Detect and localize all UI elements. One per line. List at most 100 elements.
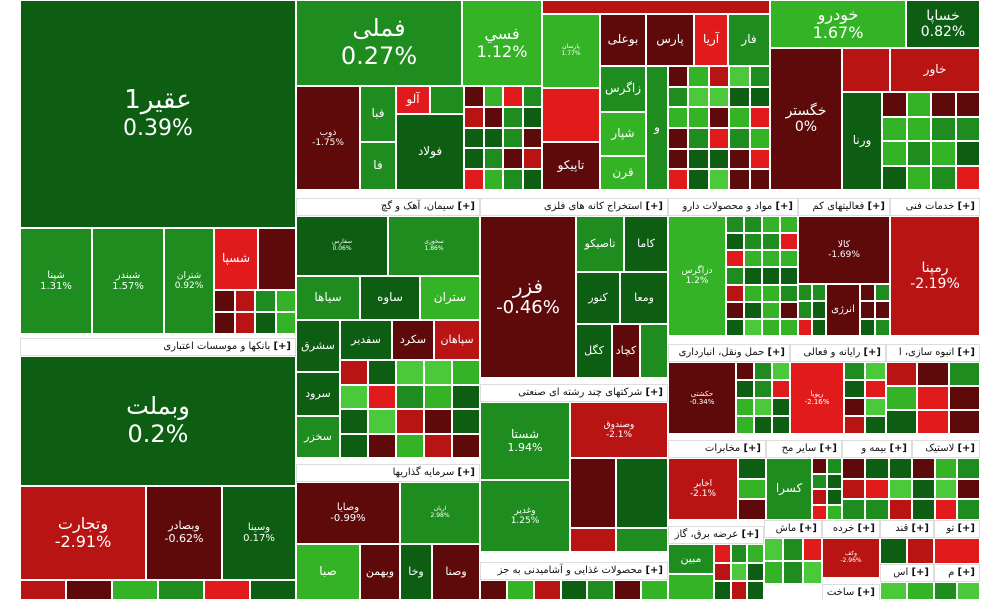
small-stock-tile[interactable] (368, 409, 396, 434)
stock-tile[interactable]: وصندوق -2.1% (570, 402, 668, 458)
small-stock-tile[interactable] (749, 86, 770, 108)
small-stock-tile[interactable] (744, 318, 762, 336)
sector-header[interactable]: [+] مخابرات (668, 440, 766, 458)
small-stock-tile[interactable] (730, 544, 748, 563)
sector-header[interactable]: [+] لاستیک (912, 440, 980, 458)
expand-toggle[interactable]: [+] (911, 523, 929, 534)
small-stock-tile[interactable] (730, 562, 748, 582)
small-stock-tile[interactable] (762, 318, 780, 336)
stock-tile[interactable]: خگستر 0% (770, 48, 842, 190)
stock-tile[interactable]: کگل (576, 324, 612, 378)
small-stock-tile[interactable] (934, 538, 980, 564)
small-stock-tile[interactable] (250, 580, 296, 600)
small-stock-tile[interactable] (729, 66, 750, 87)
small-stock-tile[interactable] (464, 127, 484, 149)
small-stock-tile[interactable] (688, 169, 709, 190)
small-stock-tile[interactable] (503, 169, 523, 190)
small-stock-tile[interactable] (234, 312, 255, 334)
small-stock-tile[interactable] (708, 169, 730, 190)
small-stock-tile[interactable] (522, 127, 542, 149)
small-stock-tile[interactable] (772, 362, 790, 380)
small-stock-tile[interactable] (812, 489, 827, 505)
small-stock-tile[interactable] (762, 233, 780, 251)
stock-tile[interactable]: فولاد (396, 114, 464, 190)
expand-toggle[interactable]: [+] (911, 567, 929, 578)
small-stock-tile[interactable] (934, 458, 958, 479)
small-stock-tile[interactable] (875, 284, 890, 302)
small-stock-tile[interactable] (726, 284, 744, 302)
small-stock-tile[interactable] (464, 148, 484, 170)
small-stock-tile[interactable] (464, 106, 484, 128)
small-stock-tile[interactable] (744, 250, 762, 268)
expand-toggle[interactable]: [+] (457, 467, 475, 478)
small-stock-tile[interactable] (957, 478, 980, 500)
stock-tile[interactable]: سکرد (392, 320, 434, 360)
stock-tile[interactable]: سشرق (296, 320, 340, 372)
small-stock-tile[interactable] (906, 92, 931, 117)
small-stock-tile[interactable] (772, 416, 790, 434)
small-stock-tile[interactable] (744, 216, 762, 234)
small-stock-tile[interactable] (827, 473, 842, 489)
small-stock-tile[interactable] (747, 544, 764, 563)
small-stock-tile[interactable] (875, 318, 890, 336)
expand-toggle[interactable]: [+] (867, 201, 885, 212)
stock-tile[interactable]: شستا 1.94% (480, 402, 570, 480)
stock-tile[interactable]: کنور (576, 272, 620, 324)
small-stock-tile[interactable] (906, 116, 931, 141)
small-stock-tile[interactable] (747, 581, 764, 600)
stock-tile[interactable]: صبا (296, 544, 360, 600)
stock-tile[interactable]: مبین (668, 544, 714, 574)
small-stock-tile[interactable] (882, 165, 907, 190)
expand-toggle[interactable]: [+] (741, 529, 759, 540)
small-stock-tile[interactable] (688, 148, 709, 170)
small-stock-tile[interactable] (255, 312, 276, 334)
small-stock-tile[interactable] (798, 318, 812, 336)
small-stock-tile[interactable] (812, 473, 827, 489)
stock-tile[interactable]: رپویا -2.16% (790, 362, 844, 434)
small-stock-tile[interactable] (424, 409, 452, 434)
small-stock-tile[interactable] (931, 116, 956, 141)
small-stock-tile[interactable] (880, 582, 907, 600)
small-stock-tile[interactable] (112, 580, 158, 600)
small-stock-tile[interactable] (783, 561, 803, 584)
sector-header[interactable]: [+] تو (934, 520, 980, 538)
small-stock-tile[interactable] (714, 581, 731, 600)
stock-tile[interactable]: پارسان 1.77% (542, 14, 600, 88)
sector-header[interactable]: [+] اس (880, 564, 934, 582)
stock-tile[interactable]: وسینا 0.17% (222, 486, 296, 580)
small-stock-tile[interactable] (948, 362, 980, 386)
stock-tile[interactable]: خودرو 1.67% (770, 0, 906, 48)
stock-tile[interactable]: کاما (624, 216, 668, 272)
small-stock-tile[interactable] (948, 386, 980, 410)
small-stock-tile[interactable] (865, 499, 889, 520)
small-stock-tile[interactable] (616, 528, 668, 552)
stock-tile[interactable]: زاگرس (600, 66, 646, 112)
small-stock-tile[interactable] (396, 384, 424, 409)
small-stock-tile[interactable] (780, 301, 798, 319)
expand-toggle[interactable]: [+] (457, 201, 475, 212)
small-stock-tile[interactable] (522, 148, 542, 170)
small-stock-tile[interactable] (368, 433, 396, 458)
small-stock-tile[interactable] (396, 409, 424, 434)
small-stock-tile[interactable] (506, 580, 534, 600)
small-stock-tile[interactable] (736, 416, 754, 434)
stock-tile[interactable]: اریان 2.98% (400, 482, 480, 544)
small-stock-tile[interactable] (730, 581, 748, 600)
small-stock-tile[interactable] (842, 48, 890, 92)
expand-toggle[interactable]: [+] (645, 387, 663, 398)
small-stock-tile[interactable] (880, 538, 907, 564)
small-stock-tile[interactable] (886, 386, 918, 410)
expand-toggle[interactable]: [+] (767, 347, 785, 358)
stock-tile[interactable]: ذوب -1.75% (296, 86, 360, 190)
stock-tile[interactable]: سرود (296, 372, 340, 416)
stock-tile[interactable]: آریا (694, 14, 728, 66)
stock-tile[interactable]: خاور (890, 48, 980, 92)
small-stock-tile[interactable] (729, 86, 750, 108)
small-stock-tile[interactable] (452, 360, 480, 385)
small-stock-tile[interactable] (749, 148, 770, 170)
small-stock-tile[interactable] (762, 284, 780, 302)
small-stock-tile[interactable] (214, 290, 235, 312)
small-stock-tile[interactable] (780, 216, 798, 234)
small-stock-tile[interactable] (688, 107, 709, 128)
expand-toggle[interactable]: [+] (743, 443, 761, 454)
